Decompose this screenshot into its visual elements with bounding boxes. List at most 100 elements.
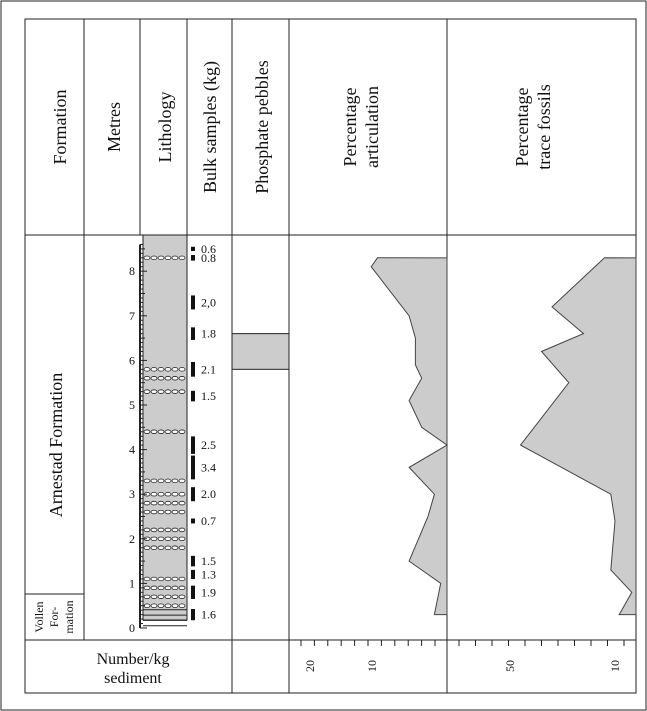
lithology-nodule [171, 585, 179, 591]
lithology-nodule [157, 527, 165, 533]
bulk-sample-label: 1.5 [201, 554, 216, 568]
lithology-nodule [178, 603, 186, 608]
lithology-nodule [171, 389, 179, 394]
lithology-nodule [178, 255, 186, 261]
lithology-nodule [150, 376, 158, 381]
metres-tick-label: 8 [129, 264, 135, 278]
trace-fossil-chart: 50 10 [458, 257, 637, 672]
bulk-sample-bar [191, 295, 195, 310]
trace-fossils-area [519, 257, 637, 616]
lithology-nodule [157, 429, 165, 434]
lithology-nodule [164, 585, 172, 591]
articulation-area [370, 257, 448, 616]
lithology-nodule [164, 389, 172, 394]
lithology-nodule [150, 500, 158, 506]
lithology-nodule [150, 545, 158, 550]
bulk-sample-bar [191, 255, 195, 261]
metres-tick-label: 2 [129, 532, 135, 546]
bulk-sample-bar [191, 555, 195, 567]
header-metres: Metres [104, 102, 124, 152]
lithology-nodule [143, 594, 151, 599]
header-lithology: Lithology [155, 92, 175, 163]
lithology-column [142, 234, 188, 627]
lithology-nodule [164, 576, 172, 582]
bulk-sample-label: 0.8 [201, 251, 216, 265]
lithology-nodule [171, 527, 179, 533]
lithology-nodule [171, 478, 179, 484]
metres-tick-label: 1 [129, 576, 135, 590]
lithology-nodule [150, 509, 158, 515]
bulk-sample-bar [191, 246, 195, 251]
phosphate-group [231, 333, 290, 370]
lithology-nodule [157, 509, 165, 515]
lithology-nodule [164, 429, 172, 434]
lithology-nodule [157, 536, 165, 541]
lithology-nodule [143, 585, 151, 591]
bulk-sample-label: 1.8 [201, 327, 216, 341]
footer-number-kg-2: sediment [104, 670, 162, 687]
lithology-nodule [164, 545, 172, 550]
lithology-nodule [164, 255, 172, 261]
lithology-nodule [164, 509, 172, 515]
header-trace-line2: trace fossils [534, 84, 554, 169]
lithology-nodule [150, 389, 158, 394]
bulk-sample-label: 2.1 [201, 362, 216, 376]
metres-tick-label: 7 [129, 309, 135, 323]
lithology-pattern [143, 255, 187, 627]
lithology-nodule [164, 500, 172, 506]
bulk-sample-label: 1.9 [201, 585, 216, 599]
lithology-nodule [178, 478, 186, 484]
lithology-nodule [178, 367, 186, 372]
bulk-sample-label: 0.7 [201, 514, 216, 528]
lithology-nodule [150, 527, 158, 533]
phosphate-interval [231, 333, 290, 370]
bulk-sample-bar [191, 609, 195, 621]
bulk-sample-bar [191, 487, 195, 502]
lithology-nodule [164, 536, 172, 541]
lithology-nodule [150, 585, 158, 591]
lithology-nodule [157, 255, 165, 261]
lithology-nodule [171, 367, 179, 372]
lithology-nodule [164, 594, 172, 599]
lithology-nodule [178, 576, 186, 582]
header-phosphate: Phosphate pebbles [252, 60, 272, 193]
formation-vollen-2: For- [47, 607, 61, 627]
lithology-nodule [157, 478, 165, 484]
header-trace-line1: Percentage [512, 88, 532, 167]
lithology-nodule [143, 500, 151, 506]
lithology-nodule [150, 576, 158, 582]
lithology-nodule [157, 576, 165, 582]
lithology-nodule [178, 492, 186, 497]
bulk-samples-group: 0.60.82,01.82.11.52.53.42.00.71.51.31.91… [191, 242, 216, 622]
lithology-nodule [164, 603, 172, 608]
bulk-sample-bar [191, 436, 195, 454]
trace-fossils-tick-label: 50 [503, 660, 517, 672]
lithology-nodule [164, 367, 172, 372]
lithology-nodule [150, 367, 158, 372]
lithology-nodule [171, 509, 179, 515]
articulation-tick-label: 20 [303, 660, 317, 672]
lithology-nodule [171, 376, 179, 381]
lithology-nodule [143, 389, 151, 394]
lithology-nodule [171, 545, 179, 550]
metres-tick-label: 3 [129, 487, 135, 501]
lithology-nodule [143, 255, 151, 261]
lithology-nodule [150, 603, 158, 608]
trace-fossils-tick-label: 10 [608, 660, 622, 672]
lithology-nodule [171, 492, 179, 497]
lithology-nodule [143, 509, 151, 515]
lithology-nodule [178, 545, 186, 550]
lithology-nodule [164, 492, 172, 497]
lithology-nodule [150, 594, 158, 599]
lithology-nodule [178, 509, 186, 515]
header-articulation-line2: articulation [362, 86, 382, 168]
articulation-tick-label: 10 [365, 660, 379, 672]
lithology-nodule [150, 429, 158, 434]
bulk-sample-label: 1.5 [201, 389, 216, 403]
bulk-sample-bar [191, 327, 195, 340]
metres-tick-label: 5 [129, 398, 135, 412]
lithology-nodule [178, 585, 186, 591]
lithology-nodule [143, 527, 151, 533]
formation-arnestad: Arnestad Formation [46, 373, 66, 517]
